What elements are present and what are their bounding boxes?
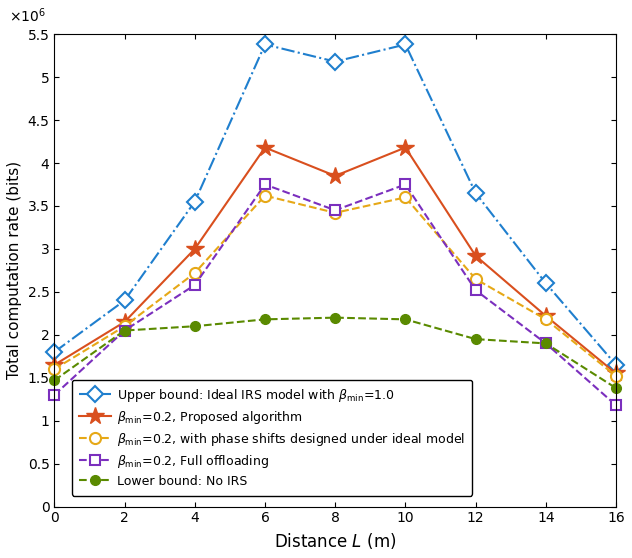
Lower bound: No IRS: (14, 1.9e+06): No IRS: (14, 1.9e+06) xyxy=(542,340,550,347)
Line: Lower bound: No IRS: Lower bound: No IRS xyxy=(49,313,621,393)
$\beta_{\min}$=0.2, Proposed algorithm xyxy=(401,144,409,151)
Lower bound: No IRS: (12, 1.95e+06): No IRS: (12, 1.95e+06) xyxy=(472,336,480,343)
$\beta_{\min}$=0.2, with phase shifts designed under ideal model xyxy=(612,373,620,379)
$\beta_{\min}$=0.2, Full offloading xyxy=(191,282,198,288)
X-axis label: Distance $L$ (m): Distance $L$ (m) xyxy=(274,531,396,551)
$\beta_{\min}$=0.2, Proposed algorithm xyxy=(261,144,269,151)
$\beta_{\min}$=0.2, with phase shifts designed under ideal model xyxy=(331,209,339,216)
$\beta_{\min}$=0.2, Proposed algorithm xyxy=(191,246,198,252)
$\beta_{\min}$=0.2, with phase shifts designed under ideal model xyxy=(121,323,128,330)
Upper bound: Ideal IRS model with $\beta_{\min}$=1.0: (6, 5.38e+06): Ideal IRS model with $\beta_{\min}$=1.0:… xyxy=(261,41,269,48)
$\beta_{\min}$=0.2, Proposed algorithm xyxy=(121,319,128,325)
$\beta_{\min}$=0.2, Full offloading xyxy=(121,327,128,334)
Legend: Upper bound: Ideal IRS model with $\beta_{\min}$=1.0, $\beta_{\min}$=0.2, Propos: Upper bound: Ideal IRS model with $\beta… xyxy=(72,379,472,496)
Upper bound: Ideal IRS model with $\beta_{\min}$=1.0: (10, 5.38e+06): Ideal IRS model with $\beta_{\min}$=1.0:… xyxy=(401,41,409,48)
$\beta_{\min}$=0.2, Proposed algorithm xyxy=(472,252,480,259)
Y-axis label: Total computation rate (bits): Total computation rate (bits) xyxy=(7,161,22,379)
$\beta_{\min}$=0.2, Proposed algorithm xyxy=(331,172,339,179)
Line: $\beta_{\min}$=0.2, Proposed algorithm: $\beta_{\min}$=0.2, Proposed algorithm xyxy=(46,138,625,382)
Upper bound: Ideal IRS model with $\beta_{\min}$=1.0: (8, 5.18e+06): Ideal IRS model with $\beta_{\min}$=1.0:… xyxy=(331,58,339,65)
$\beta_{\min}$=0.2, with phase shifts designed under ideal model xyxy=(191,270,198,276)
Line: Upper bound: Ideal IRS model with $\beta_{\min}$=1.0: Upper bound: Ideal IRS model with $\beta… xyxy=(49,39,622,371)
$\beta_{\min}$=0.2, with phase shifts designed under ideal model xyxy=(51,366,58,373)
$\beta_{\min}$=0.2, Full offloading xyxy=(261,181,269,188)
Lower bound: No IRS: (16, 1.38e+06): No IRS: (16, 1.38e+06) xyxy=(612,384,620,391)
$\beta_{\min}$=0.2, Full offloading xyxy=(472,287,480,294)
Upper bound: Ideal IRS model with $\beta_{\min}$=1.0: (12, 3.65e+06): Ideal IRS model with $\beta_{\min}$=1.0:… xyxy=(472,190,480,196)
Upper bound: Ideal IRS model with $\beta_{\min}$=1.0: (14, 2.6e+06): Ideal IRS model with $\beta_{\min}$=1.0:… xyxy=(542,280,550,287)
$\beta_{\min}$=0.2, Full offloading xyxy=(612,402,620,408)
Line: $\beta_{\min}$=0.2, Full offloading: $\beta_{\min}$=0.2, Full offloading xyxy=(49,180,621,410)
Lower bound: No IRS: (4, 2.1e+06): No IRS: (4, 2.1e+06) xyxy=(191,323,198,330)
Lower bound: No IRS: (8, 2.2e+06): No IRS: (8, 2.2e+06) xyxy=(331,314,339,321)
$\beta_{\min}$=0.2, Proposed algorithm xyxy=(612,370,620,377)
$\beta_{\min}$=0.2, Full offloading xyxy=(401,181,409,188)
$\beta_{\min}$=0.2, with phase shifts designed under ideal model xyxy=(542,316,550,323)
Upper bound: Ideal IRS model with $\beta_{\min}$=1.0: (4, 3.55e+06): Ideal IRS model with $\beta_{\min}$=1.0:… xyxy=(191,198,198,205)
Lower bound: No IRS: (2, 2.05e+06): No IRS: (2, 2.05e+06) xyxy=(121,327,128,334)
$\beta_{\min}$=0.2, with phase shifts designed under ideal model xyxy=(261,193,269,199)
Lower bound: No IRS: (6, 2.18e+06): No IRS: (6, 2.18e+06) xyxy=(261,316,269,323)
Lower bound: No IRS: (0, 1.47e+06): No IRS: (0, 1.47e+06) xyxy=(51,377,58,384)
$\beta_{\min}$=0.2, Full offloading xyxy=(542,340,550,347)
$\beta_{\min}$=0.2, with phase shifts designed under ideal model xyxy=(401,194,409,201)
$\beta_{\min}$=0.2, Proposed algorithm xyxy=(542,312,550,319)
Upper bound: Ideal IRS model with $\beta_{\min}$=1.0: (16, 1.65e+06): Ideal IRS model with $\beta_{\min}$=1.0:… xyxy=(612,362,620,368)
Upper bound: Ideal IRS model with $\beta_{\min}$=1.0: (0, 1.8e+06): Ideal IRS model with $\beta_{\min}$=1.0:… xyxy=(51,349,58,355)
$\beta_{\min}$=0.2, Proposed algorithm xyxy=(51,362,58,368)
$\beta_{\min}$=0.2, Full offloading xyxy=(331,207,339,214)
Lower bound: No IRS: (10, 2.18e+06): No IRS: (10, 2.18e+06) xyxy=(401,316,409,323)
$\beta_{\min}$=0.2, with phase shifts designed under ideal model xyxy=(472,276,480,282)
Upper bound: Ideal IRS model with $\beta_{\min}$=1.0: (2, 2.4e+06): Ideal IRS model with $\beta_{\min}$=1.0:… xyxy=(121,297,128,304)
Line: $\beta_{\min}$=0.2, with phase shifts designed under ideal model: $\beta_{\min}$=0.2, with phase shifts de… xyxy=(49,190,622,382)
$\beta_{\min}$=0.2, Full offloading xyxy=(51,392,58,398)
Text: $\times10^6$: $\times10^6$ xyxy=(9,6,46,25)
